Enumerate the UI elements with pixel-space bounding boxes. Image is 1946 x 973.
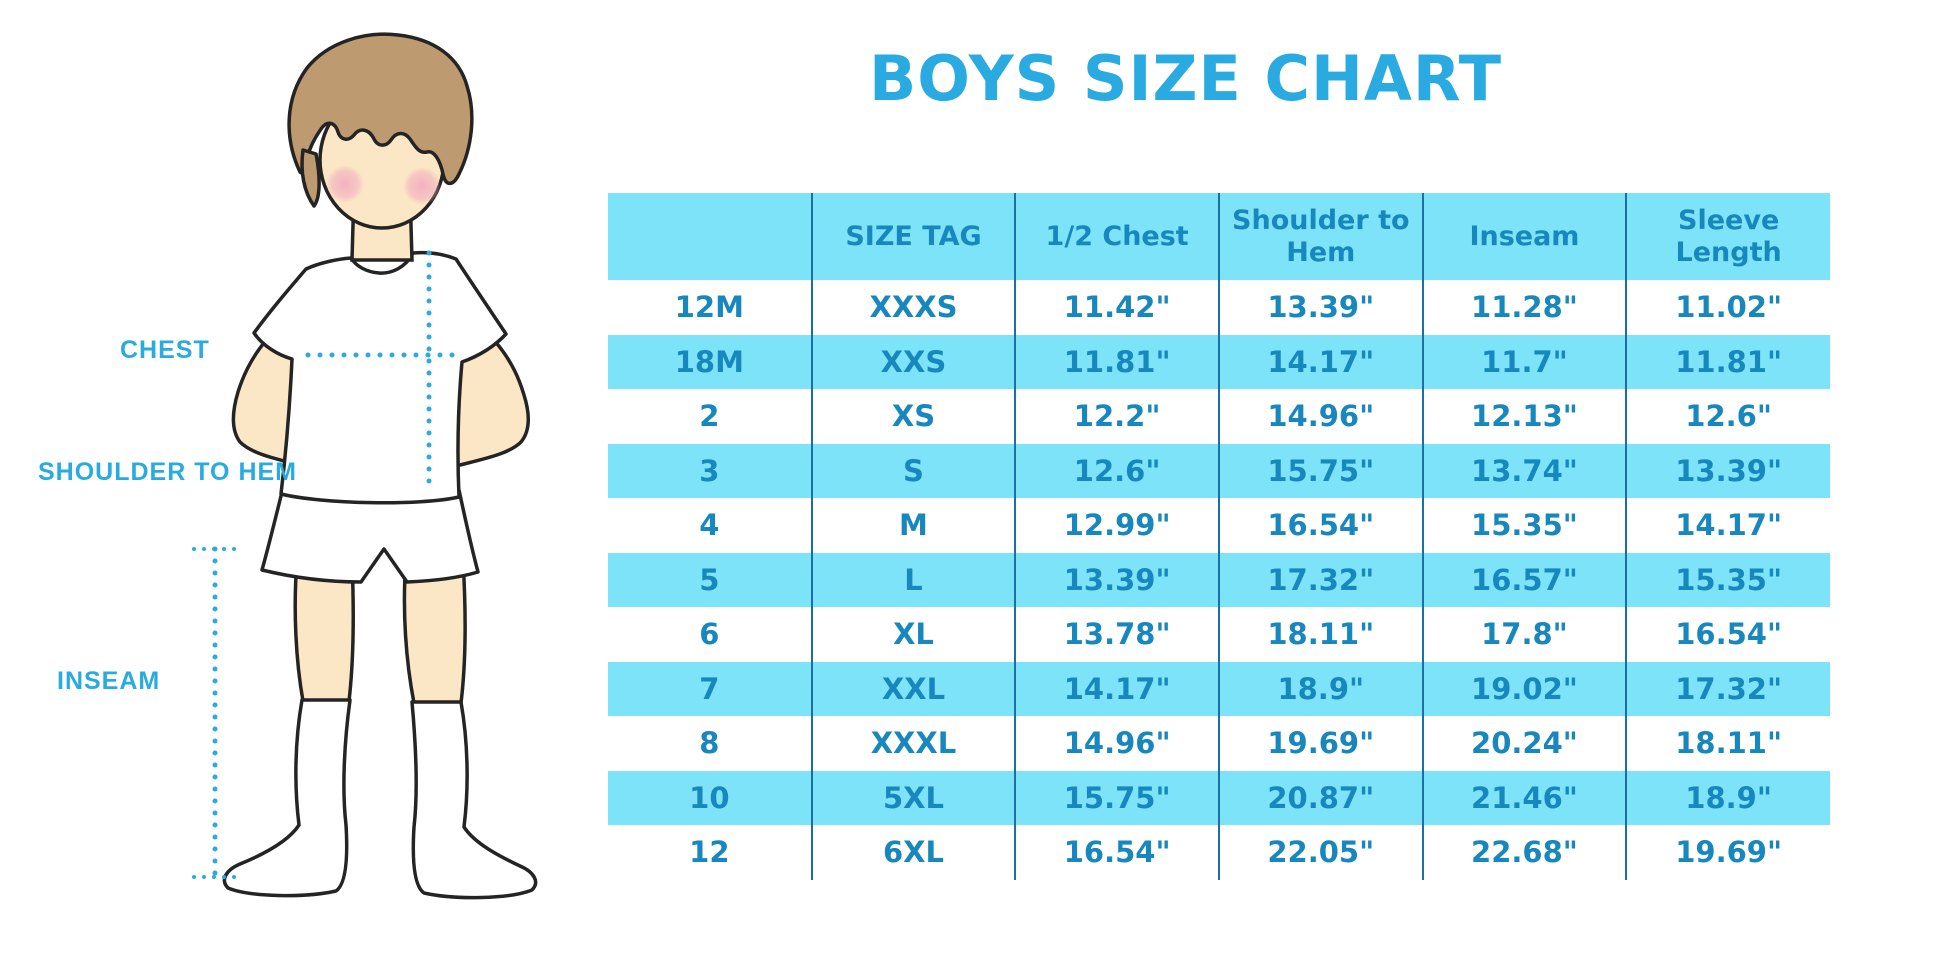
- inseam-label: INSEAM: [57, 667, 161, 695]
- table-cell: 18.11": [1625, 716, 1830, 771]
- page-title: BOYS SIZE CHART: [868, 42, 1503, 115]
- shirt: [252, 250, 508, 505]
- table-cell: 13.39": [1014, 552, 1219, 607]
- table-cell: 6XL: [810, 825, 1016, 880]
- table-cell: 18.9": [1217, 661, 1423, 716]
- table-cell: 22.05": [1217, 825, 1423, 880]
- table-cell: S: [810, 443, 1016, 498]
- table-cell: XXXS: [810, 280, 1016, 335]
- table-cell: XXXL: [810, 716, 1016, 771]
- table-cell: 20.87": [1217, 770, 1423, 825]
- table-cell: 11.81": [1625, 334, 1830, 389]
- table-cell: 19.69": [1217, 716, 1423, 771]
- table-cell: 21.46": [1421, 770, 1627, 825]
- blush-right: [403, 167, 441, 205]
- table-cell: 8: [608, 716, 812, 771]
- table-cell: 19.69": [1625, 825, 1830, 880]
- table-cell: 7: [608, 661, 812, 716]
- column-header: 1/2 Chest: [1014, 193, 1219, 280]
- blush-left: [326, 165, 364, 203]
- table-cell: XS: [810, 389, 1016, 444]
- table-cell: 12M: [608, 280, 812, 335]
- table-cell: 15.35": [1421, 498, 1627, 553]
- table-cell: 14.96": [1014, 716, 1219, 771]
- table-cell: 10: [608, 770, 812, 825]
- table-cell: 12: [608, 825, 812, 880]
- table-row: 8 XXXL 14.96" 19.69" 20.24" 18.11": [608, 716, 1830, 771]
- table-cell: 3: [608, 443, 812, 498]
- table-cell: 5: [608, 552, 812, 607]
- column-header: Sleeve Length: [1625, 193, 1830, 280]
- table-cell: 14.96": [1217, 389, 1423, 444]
- table-cell: 13.78": [1014, 607, 1219, 662]
- table-cell: 11.28": [1421, 280, 1627, 335]
- table-cell: 15.75": [1217, 443, 1423, 498]
- table-cell: 16.57": [1421, 552, 1627, 607]
- table-row: 18M XXS 11.81" 14.17" 11.7" 11.81": [608, 334, 1830, 389]
- table-row: 4 M 12.99" 16.54" 15.35" 14.17": [608, 498, 1830, 553]
- table-cell: XXS: [810, 334, 1016, 389]
- table-row: 6 XL 13.78" 18.11" 17.8" 16.54": [608, 607, 1830, 662]
- table-cell: 11.81": [1014, 334, 1219, 389]
- table-cell: 15.35": [1625, 552, 1830, 607]
- table-cell: 4: [608, 498, 812, 553]
- boy-illustration: [192, 32, 538, 900]
- table-row: 10 5XL 15.75" 20.87" 21.46" 18.9": [608, 770, 1830, 825]
- table-cell: 5XL: [810, 770, 1016, 825]
- table-cell: M: [810, 498, 1016, 553]
- socks: [222, 698, 538, 900]
- table-cell: XXL: [810, 661, 1016, 716]
- column-header: Inseam: [1421, 193, 1627, 280]
- table-cell: 12.2": [1014, 389, 1219, 444]
- table-cell: 15.75": [1014, 770, 1219, 825]
- table-cell: 13.39": [1217, 280, 1423, 335]
- table-cell: 2: [608, 389, 812, 444]
- table-cell: 17.32": [1217, 552, 1423, 607]
- table-cell: 12.6": [1625, 389, 1830, 444]
- column-header: Shoulder to Hem: [1217, 193, 1423, 280]
- table-cell: 13.39": [1625, 443, 1830, 498]
- hair: [287, 32, 474, 208]
- table-cell: 12.13": [1421, 389, 1627, 444]
- column-header: SIZE TAG: [810, 193, 1016, 280]
- chest-label: CHEST: [120, 336, 210, 364]
- shoulder-to-hem-label: SHOULDER TO HEM: [38, 458, 297, 486]
- table-row: 3 S 12.6" 15.75" 13.74" 13.39": [608, 443, 1830, 498]
- table-cell: 18M: [608, 334, 812, 389]
- table-cell: 12.6": [1014, 443, 1219, 498]
- size-table: SIZE TAG 1/2 Chest Shoulder to Hem Inseam Sl…: [608, 193, 1830, 880]
- table-cell: 16.54": [1014, 825, 1219, 880]
- table-cell: XL: [810, 607, 1016, 662]
- header-row: SIZE TAG 1/2 Chest Shoulder to Hem Inseam Sl…: [608, 193, 1830, 280]
- table-cell: 16.54": [1217, 498, 1423, 553]
- table-cell: L: [810, 552, 1016, 607]
- table-cell: 18.11": [1217, 607, 1423, 662]
- size-table-body: 12M XXXS 11.42" 13.39" 11.28" 11.02" 18M XXS 11.…: [608, 280, 1830, 880]
- table-cell: 11.02": [1625, 280, 1830, 335]
- table-cell: 11.42": [1014, 280, 1219, 335]
- table-cell: 22.68": [1421, 825, 1627, 880]
- table-row: 2 XS 12.2" 14.96" 12.13" 12.6": [608, 389, 1830, 444]
- table-cell: 14.17": [1625, 498, 1830, 553]
- column-header: [608, 193, 812, 280]
- table-cell: 18.9": [1625, 770, 1830, 825]
- table-cell: 20.24": [1421, 716, 1627, 771]
- table-cell: 17.32": [1625, 661, 1830, 716]
- table-row: 12 6XL 16.54" 22.05" 22.68" 19.69": [608, 825, 1830, 880]
- table-cell: 11.7": [1421, 334, 1627, 389]
- table-row: 7 XXL 14.17" 18.9" 19.02" 17.32": [608, 661, 1830, 716]
- table-cell: 17.8": [1421, 607, 1627, 662]
- table-cell: 6: [608, 607, 812, 662]
- table-cell: 19.02": [1421, 661, 1627, 716]
- table-row: 12M XXXS 11.42" 13.39" 11.28" 11.02": [608, 280, 1830, 335]
- table-cell: 14.17": [1014, 661, 1219, 716]
- table-cell: 12.99": [1014, 498, 1219, 553]
- table-row: 5 L 13.39" 17.32" 16.57" 15.35": [608, 552, 1830, 607]
- table-cell: 16.54": [1625, 607, 1830, 662]
- table-cell: 13.74": [1421, 443, 1627, 498]
- table-cell: 14.17": [1217, 334, 1423, 389]
